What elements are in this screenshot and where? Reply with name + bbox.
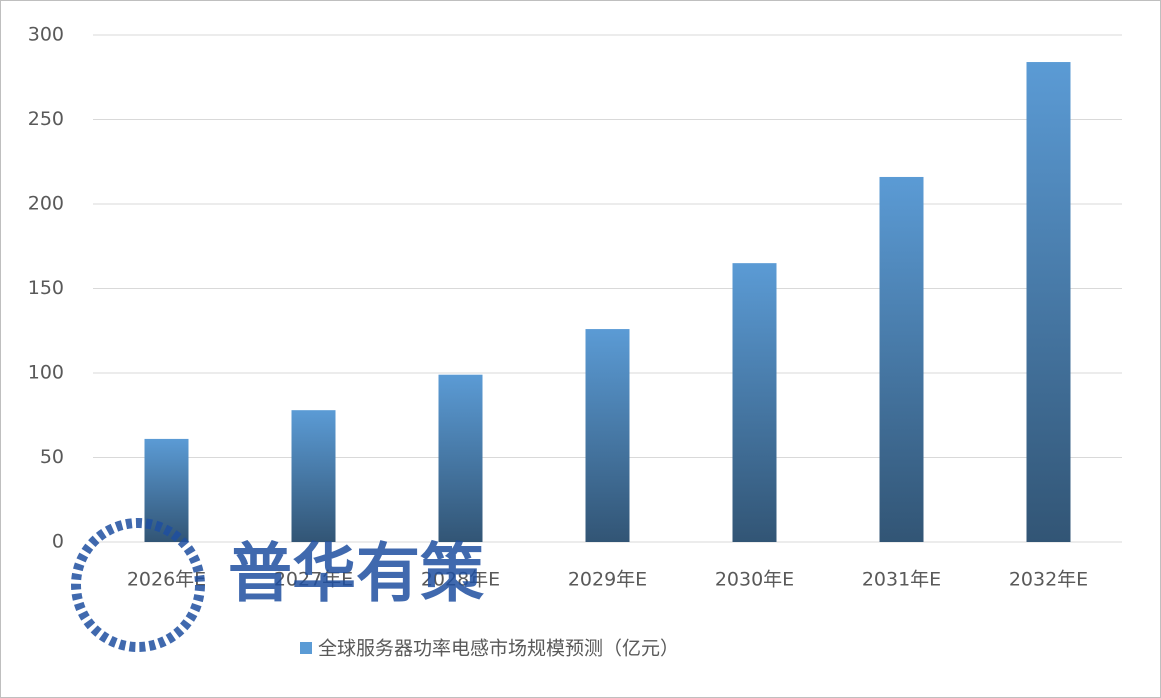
watermark-logo [71, 518, 205, 652]
y-tick-label: 200 [28, 193, 64, 215]
y-tick-label: 150 [28, 277, 64, 299]
watermark: 普华有策 [71, 518, 484, 652]
bar [585, 329, 630, 542]
y-tick-label: 300 [28, 24, 64, 46]
y-tick-label: 250 [28, 108, 64, 130]
y-tick-label: 50 [40, 446, 64, 468]
x-tick-label: 2027年E [274, 569, 353, 591]
x-tick-label: 2031年E [862, 569, 941, 591]
y-tick-label: 0 [52, 531, 64, 553]
x-tick-label: 2030年E [715, 569, 794, 591]
bar [732, 263, 777, 542]
legend-swatch [300, 642, 312, 654]
bar [291, 410, 336, 542]
legend-label: 全球服务器功率电感市场规模预测（亿元） [318, 638, 679, 660]
x-tick-label: 2032年E [1009, 569, 1088, 591]
x-tick-label: 2026年E [127, 569, 206, 591]
x-tick-label: 2028年E [421, 569, 500, 591]
bar [879, 176, 924, 542]
y-tick-label: 100 [28, 362, 64, 384]
bar [438, 374, 483, 542]
x-tick-label: 2029年E [568, 569, 647, 591]
watermark-text: 普华有策 [228, 538, 484, 612]
bar [1026, 62, 1071, 542]
